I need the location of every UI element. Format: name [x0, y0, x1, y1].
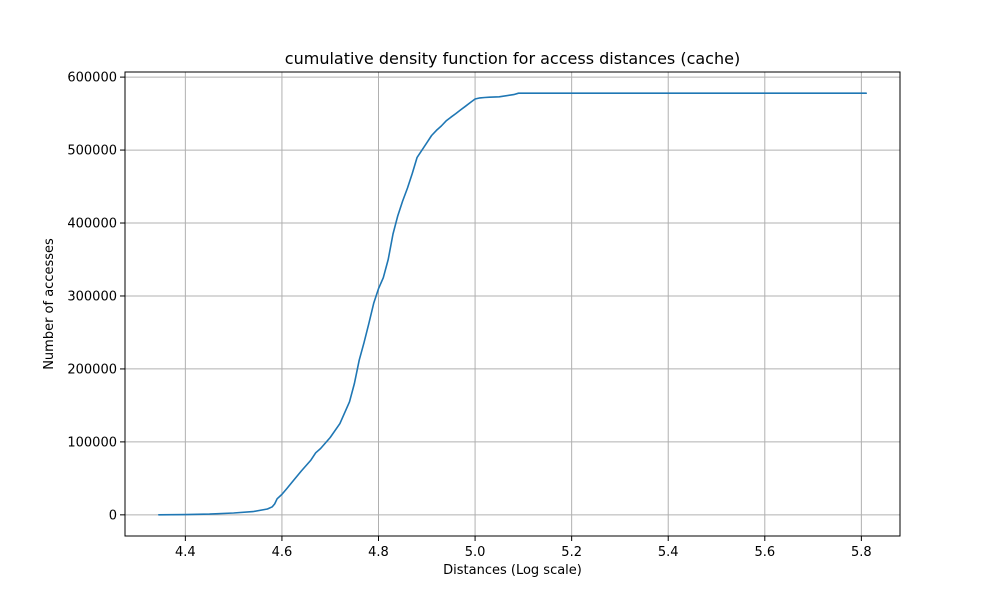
chart-title: cumulative density function for access d… — [285, 49, 740, 68]
x-tick-label: 4.4 — [175, 545, 196, 560]
y-tick-label: 300000 — [67, 289, 117, 304]
x-tick-label: 5.4 — [658, 545, 679, 560]
y-tick-label: 0 — [109, 508, 117, 523]
x-tick-label: 5.2 — [561, 545, 582, 560]
x-tick-label: 4.6 — [272, 545, 293, 560]
y-tick-label: 400000 — [67, 217, 117, 232]
x-tick-label: 5.0 — [465, 545, 486, 560]
y-axis-label: Number of accesses — [42, 238, 57, 370]
grid-lines — [125, 72, 900, 536]
series-layer — [158, 92, 868, 516]
cdf-series-line — [158, 92, 868, 516]
x-tick-label: 5.8 — [851, 545, 872, 560]
y-tick-label: 600000 — [67, 71, 117, 86]
y-axis-ticks: 0 100000 200000 300000 400000 500000 600000 — [67, 71, 125, 523]
y-tick-label: 500000 — [67, 144, 117, 159]
x-axis-label: Distances (Log scale) — [443, 563, 582, 578]
x-tick-label: 4.8 — [368, 545, 389, 560]
x-tick-label: 5.6 — [754, 545, 775, 560]
y-tick-label: 200000 — [67, 362, 117, 377]
plot-frame — [124, 71, 901, 537]
x-axis-ticks: 4.4 4.6 4.8 5.0 5.2 5.4 5.6 5.8 — [175, 536, 872, 560]
y-tick-label: 100000 — [67, 435, 117, 450]
